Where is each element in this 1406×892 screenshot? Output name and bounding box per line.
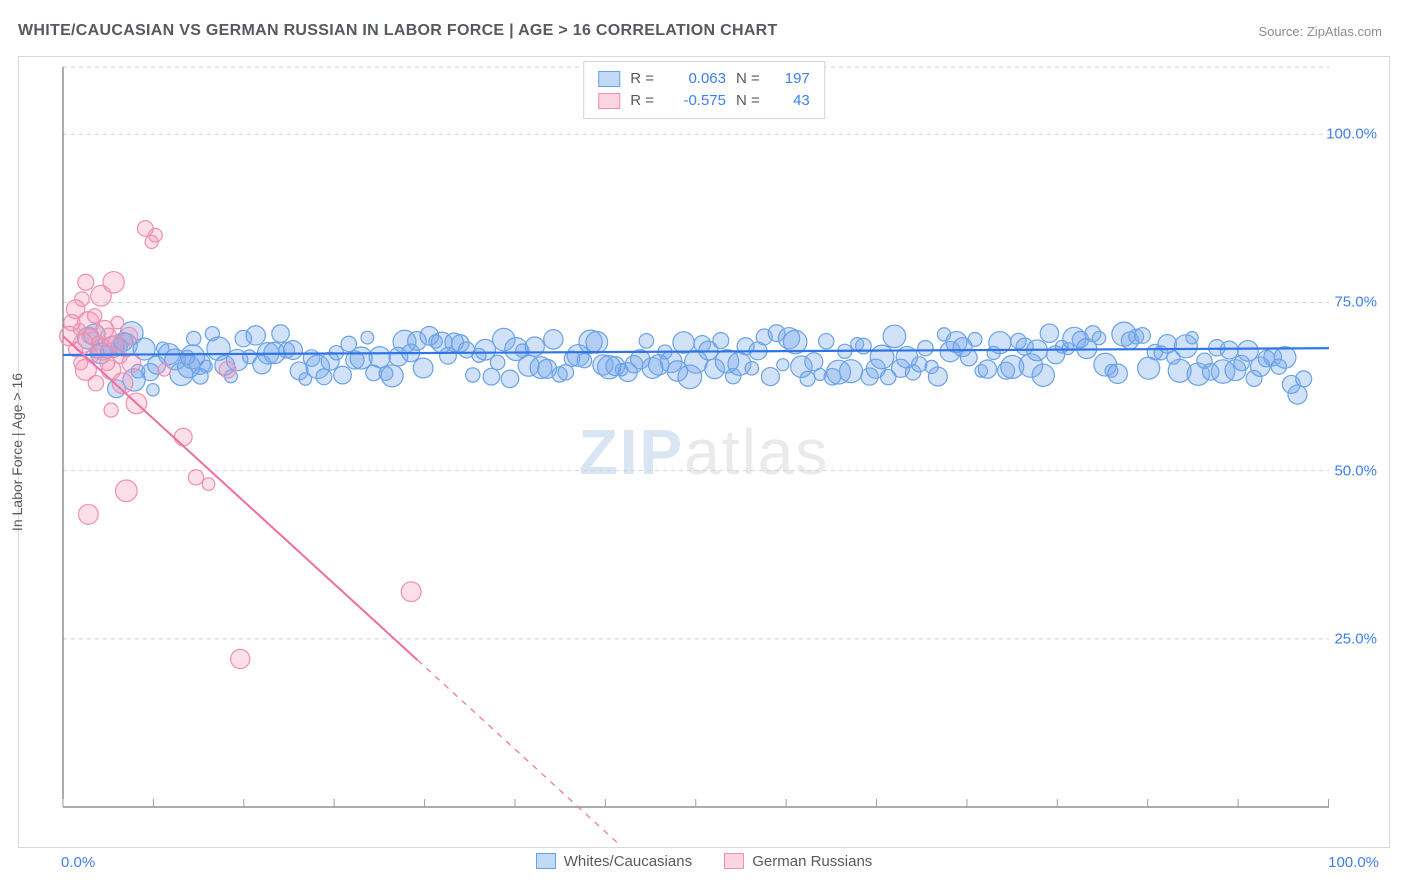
y-tick-label: 75.0%: [1334, 294, 1377, 311]
legend-n-value-b: 43: [770, 90, 810, 112]
legend-item-b-label: German Russians: [752, 853, 872, 870]
legend-bottom-swatch-a: [536, 853, 556, 869]
legend-r-label-a: R =: [630, 68, 654, 90]
legend-r-value-a: 0.063: [664, 68, 726, 90]
legend-row-series-b: R = -0.575 N = 43: [598, 90, 810, 112]
legend-r-value-b: -0.575: [664, 90, 726, 112]
y-tick-label: 25.0%: [1334, 630, 1377, 647]
legend-series: Whites/Caucasians German Russians: [19, 853, 1389, 874]
legend-n-label-a: N =: [736, 68, 760, 90]
legend-n-value-a: 197: [770, 68, 810, 90]
y-tick-label: 100.0%: [1326, 126, 1377, 143]
legend-correlation-box: R = 0.063 N = 197 R = -0.575 N = 43: [583, 61, 825, 119]
legend-row-series-a: R = 0.063 N = 197: [598, 68, 810, 90]
plot-area: In Labor Force | Age > 16 ZIPatlas R = 0…: [18, 56, 1390, 848]
legend-item-b: German Russians: [724, 853, 872, 870]
legend-swatch-b: [598, 93, 620, 109]
legend-item-a: Whites/Caucasians: [536, 853, 692, 870]
legend-swatch-a: [598, 71, 620, 87]
y-axis-label: In Labor Force | Age > 16: [9, 373, 25, 531]
legend-n-label-b: N =: [736, 90, 760, 112]
source-label: Source: ZipAtlas.com: [1258, 24, 1382, 39]
scatter-plot-svg: [53, 57, 1389, 847]
y-tick-label: 50.0%: [1334, 462, 1377, 479]
chart-title: WHITE/CAUCASIAN VS GERMAN RUSSIAN IN LAB…: [18, 22, 778, 40]
legend-r-label-b: R =: [630, 90, 654, 112]
legend-item-a-label: Whites/Caucasians: [564, 853, 692, 870]
legend-bottom-swatch-b: [724, 853, 744, 869]
